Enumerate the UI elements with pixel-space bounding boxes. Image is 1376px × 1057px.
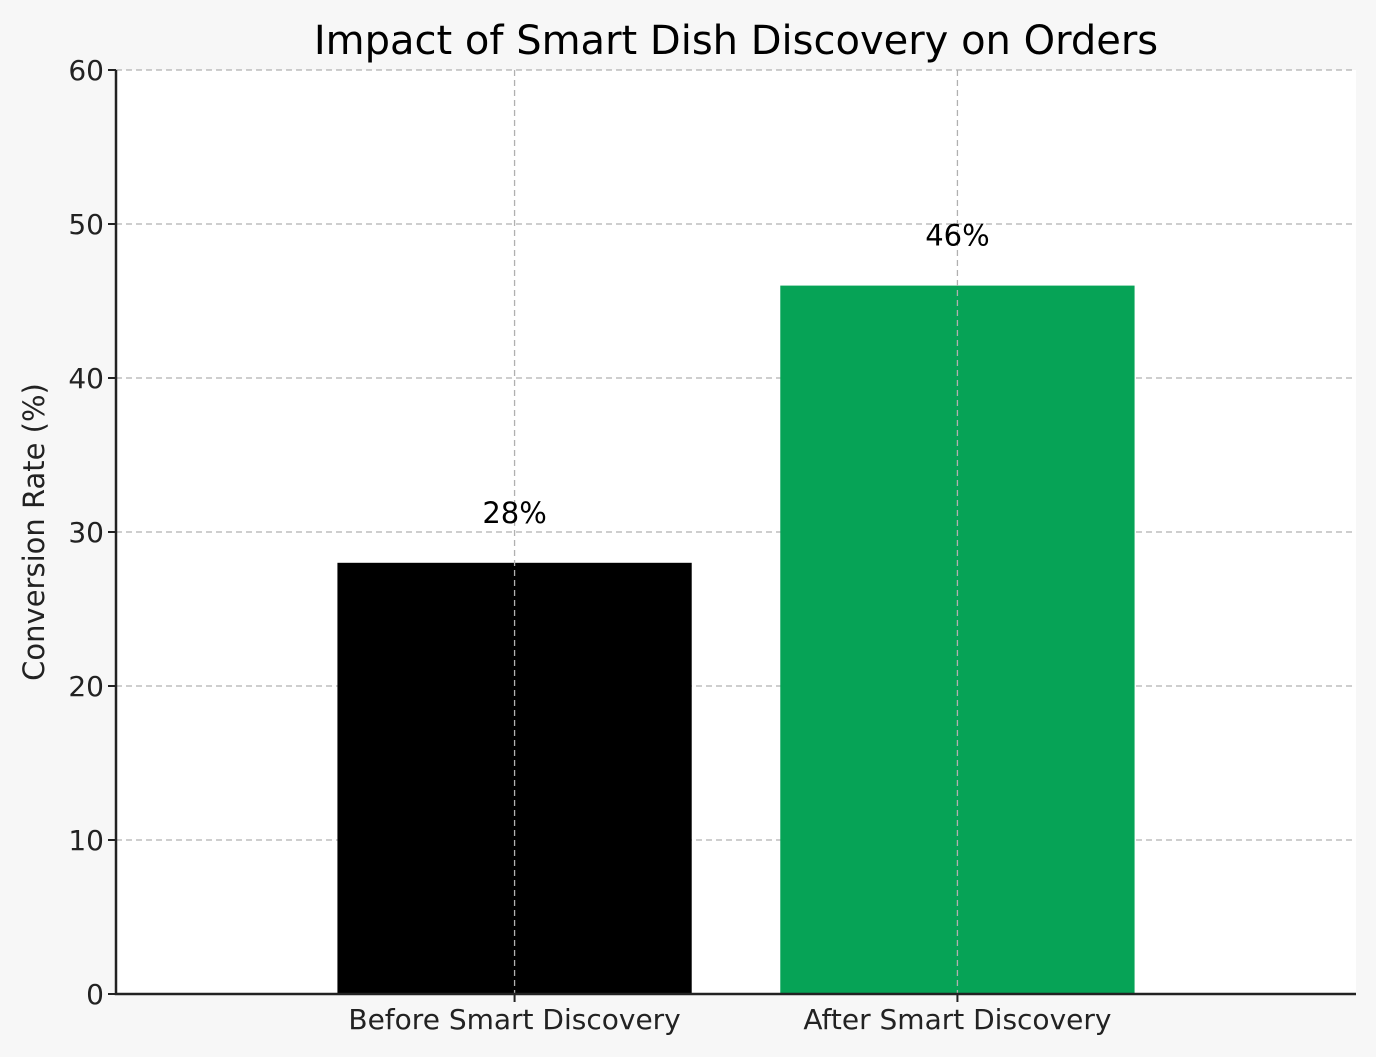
chart-title: Impact of Smart Dish Discovery on Orders xyxy=(314,18,1158,64)
bar-value-label: 46% xyxy=(925,219,989,253)
y-axis-label: Conversion Rate (%) xyxy=(17,383,51,681)
x-tick-label: After Smart Discovery xyxy=(803,1003,1111,1036)
y-tick-label: 10 xyxy=(68,824,104,857)
x-tick-layer: Before Smart Discovery After Smart Discov… xyxy=(348,994,1111,1036)
y-tick-label: 30 xyxy=(68,516,104,549)
y-tick-label: 20 xyxy=(68,670,104,703)
y-tick-label: 0 xyxy=(86,978,104,1011)
bar xyxy=(337,562,692,994)
x-tick-label: Before Smart Discovery xyxy=(348,1003,680,1036)
bar-value-label: 28% xyxy=(482,496,546,530)
y-tick-label: 60 xyxy=(68,54,104,87)
vertical-grid-layer xyxy=(513,70,959,994)
data-label-layer: 28% 46% xyxy=(482,219,989,530)
y-tick-label: 40 xyxy=(68,362,104,395)
y-tick-label: 50 xyxy=(68,208,104,241)
y-tick-layer: 0 10 20 30 40 50 60 xyxy=(68,54,116,1011)
